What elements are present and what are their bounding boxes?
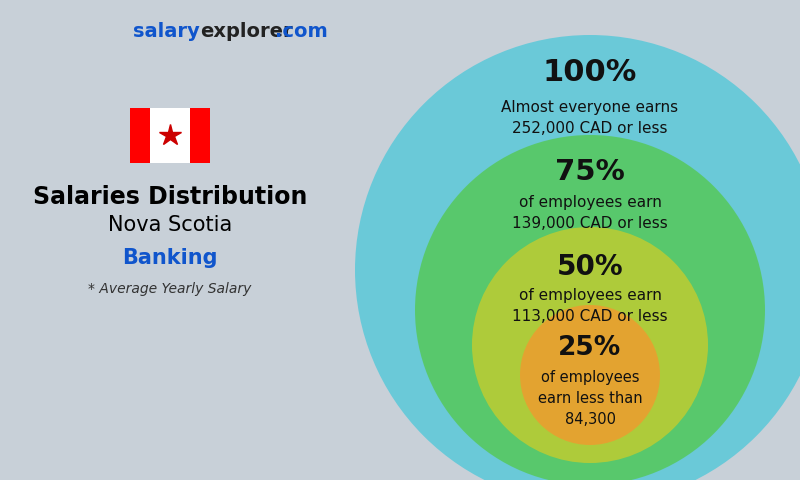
Circle shape [415, 135, 765, 480]
Text: of employees
earn less than
84,300: of employees earn less than 84,300 [538, 370, 642, 427]
Text: Nova Scotia: Nova Scotia [108, 215, 232, 235]
Text: explorer: explorer [200, 22, 293, 41]
Text: 100%: 100% [543, 58, 637, 87]
Text: 75%: 75% [555, 158, 625, 186]
Text: Almost everyone earns
252,000 CAD or less: Almost everyone earns 252,000 CAD or les… [502, 100, 678, 136]
Text: Banking: Banking [122, 248, 218, 268]
Text: of employees earn
113,000 CAD or less: of employees earn 113,000 CAD or less [512, 288, 668, 324]
Circle shape [355, 35, 800, 480]
Text: * Average Yearly Salary: * Average Yearly Salary [88, 282, 252, 296]
Bar [130, 108, 150, 163]
Bar [190, 108, 210, 163]
Text: 50%: 50% [557, 253, 623, 281]
Text: salary: salary [134, 22, 200, 41]
Text: 25%: 25% [558, 335, 622, 361]
Circle shape [520, 305, 660, 445]
Text: Salaries Distribution: Salaries Distribution [33, 185, 307, 209]
Text: .com: .com [275, 22, 328, 41]
Bar [130, 108, 210, 163]
Text: of employees earn
139,000 CAD or less: of employees earn 139,000 CAD or less [512, 195, 668, 231]
Circle shape [472, 227, 708, 463]
